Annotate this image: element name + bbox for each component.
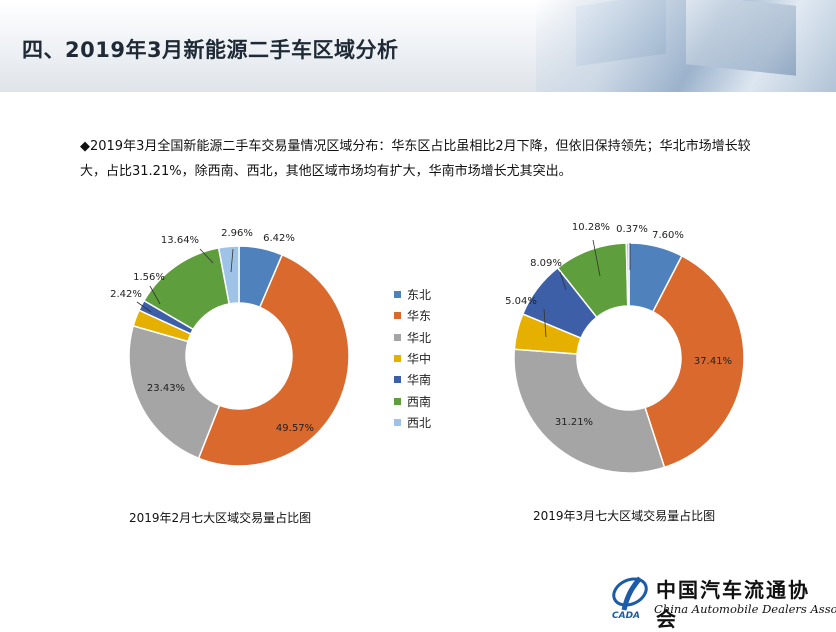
donut-slice <box>513 348 666 474</box>
data-label: 6.42% <box>263 233 295 244</box>
data-label: 49.57% <box>276 423 314 434</box>
legend-item: 华南 <box>394 369 431 390</box>
legend-swatch <box>394 376 401 384</box>
legend-item: 西北 <box>394 412 431 433</box>
data-label: 23.43% <box>147 383 185 394</box>
legend-label: 华中 <box>407 352 432 367</box>
data-label: 7.60% <box>652 230 684 241</box>
legend-swatch <box>394 291 401 299</box>
legend-label: 西北 <box>407 415 432 430</box>
donut-slice <box>197 253 350 467</box>
donut-slice <box>625 242 630 307</box>
legend-label: 东北 <box>407 288 432 303</box>
donut-slice <box>644 254 745 469</box>
legend-item: 华中 <box>394 348 431 369</box>
legend-swatch <box>394 355 401 363</box>
data-label: 37.41% <box>694 356 732 367</box>
data-label: 5.04% <box>505 296 537 307</box>
legend-item: 华东 <box>394 305 431 326</box>
donut-slice <box>128 324 221 460</box>
leader-line <box>592 239 601 277</box>
data-label: 1.56% <box>133 272 165 283</box>
legend-item: 西南 <box>394 390 431 411</box>
legend-label: 西南 <box>407 394 432 409</box>
chart-caption-mar: 2019年3月七大区域交易量占比图 <box>533 509 716 523</box>
leader-line <box>559 271 567 291</box>
leader-line <box>199 248 214 264</box>
logo-name-en: China Automobile Dealers Association <box>654 602 836 616</box>
data-label: 2.42% <box>110 289 142 300</box>
cada-logo-icon: CADA <box>612 576 648 620</box>
page-title: 四、2019年3月新能源二手车区域分析 <box>22 38 399 62</box>
data-label: 31.21% <box>555 417 593 428</box>
legend-label: 华东 <box>407 309 432 324</box>
chart-legend: 东北 华东 华北 华中 华南 西南 西北 <box>394 284 431 433</box>
data-label: 10.28% <box>572 222 610 233</box>
header-banner <box>0 0 836 92</box>
leader-line <box>149 285 161 305</box>
legend-swatch <box>394 333 401 341</box>
leader-line <box>543 308 547 338</box>
logo-name-cn: 中国汽车流通协会 <box>656 578 810 631</box>
leader-line <box>230 248 234 273</box>
legend-item: 华北 <box>394 327 431 348</box>
legend-swatch <box>394 397 401 405</box>
leader-line <box>136 301 152 313</box>
chart-caption-feb: 2019年2月七大区域交易量占比图 <box>129 511 312 525</box>
data-label: 2.96% <box>221 228 253 239</box>
legend-swatch <box>394 418 401 426</box>
legend-swatch <box>394 312 401 320</box>
donut-slice <box>217 245 240 305</box>
legend-item: 东北 <box>394 284 431 305</box>
legend-label: 华北 <box>407 330 432 345</box>
logo-abbr: CADA <box>612 611 640 620</box>
description-text: ◆2019年3月全国新能源二手车交易量情况区域分布：华东区占比虽相比2月下降，但… <box>80 139 751 179</box>
data-label: 13.64% <box>161 235 199 246</box>
data-label: 0.37% <box>616 224 648 235</box>
data-label: 8.09% <box>530 258 562 269</box>
cada-logo: CADA 中国汽车流通协会 China Automobile Dealers A… <box>608 570 836 631</box>
legend-label: 华南 <box>407 373 432 388</box>
